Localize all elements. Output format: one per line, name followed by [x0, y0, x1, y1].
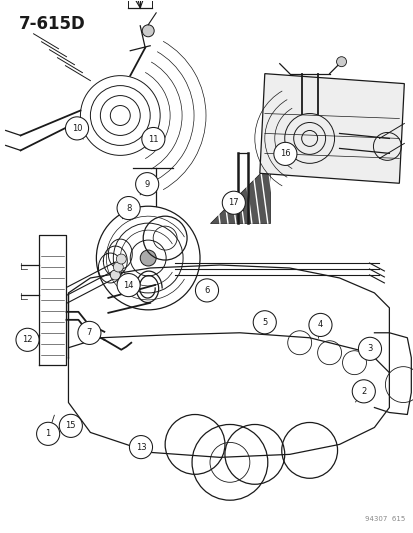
Circle shape: [140, 250, 156, 266]
Circle shape: [135, 173, 158, 196]
Circle shape: [59, 414, 82, 438]
Text: 15: 15: [65, 422, 76, 430]
Text: 13: 13: [135, 442, 146, 451]
Text: 10: 10: [71, 124, 82, 133]
Circle shape: [308, 313, 331, 336]
Text: 3: 3: [366, 344, 372, 353]
Circle shape: [113, 262, 123, 272]
Circle shape: [195, 279, 218, 302]
Circle shape: [222, 191, 245, 214]
Text: 8: 8: [126, 204, 131, 213]
Text: 9: 9: [144, 180, 150, 189]
Circle shape: [336, 56, 346, 67]
Text: 94307  615: 94307 615: [364, 516, 404, 522]
Circle shape: [351, 380, 375, 403]
Text: 11: 11: [148, 134, 158, 143]
Circle shape: [117, 273, 140, 297]
Circle shape: [253, 311, 275, 334]
Circle shape: [358, 337, 381, 360]
Polygon shape: [209, 163, 269, 223]
Text: 1: 1: [45, 430, 51, 438]
Circle shape: [117, 197, 140, 220]
Circle shape: [142, 127, 164, 150]
Text: 14: 14: [123, 280, 133, 289]
Text: 6: 6: [204, 286, 209, 295]
Polygon shape: [259, 74, 404, 183]
Text: 7: 7: [86, 328, 92, 337]
Text: 16: 16: [280, 149, 290, 158]
Circle shape: [142, 25, 154, 37]
Text: 17: 17: [228, 198, 239, 207]
Text: 12: 12: [22, 335, 33, 344]
Text: 7-615D: 7-615D: [19, 15, 85, 33]
Text: 5: 5: [261, 318, 267, 327]
Circle shape: [116, 254, 126, 264]
Circle shape: [16, 328, 39, 351]
Circle shape: [65, 117, 88, 140]
Circle shape: [273, 142, 296, 165]
Circle shape: [129, 435, 152, 459]
Circle shape: [36, 422, 59, 446]
Circle shape: [78, 321, 101, 344]
Text: 2: 2: [360, 387, 366, 396]
Text: 4: 4: [317, 320, 322, 329]
Circle shape: [110, 270, 120, 280]
